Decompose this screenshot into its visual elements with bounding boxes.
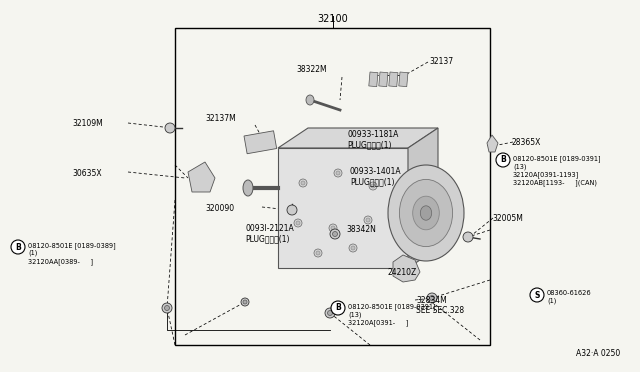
Text: (1): (1) bbox=[28, 250, 37, 257]
Text: B: B bbox=[335, 304, 341, 312]
Text: 320090: 320090 bbox=[205, 204, 234, 213]
Bar bbox=[369, 72, 378, 87]
Ellipse shape bbox=[369, 182, 377, 190]
Polygon shape bbox=[188, 162, 215, 192]
Text: 32100: 32100 bbox=[317, 14, 348, 24]
Text: (1): (1) bbox=[547, 298, 556, 305]
Ellipse shape bbox=[243, 180, 253, 196]
Ellipse shape bbox=[306, 95, 314, 105]
Circle shape bbox=[530, 288, 544, 302]
Text: 32137: 32137 bbox=[429, 57, 453, 66]
Text: 08120-8501E [0189-0389]: 08120-8501E [0189-0389] bbox=[28, 242, 116, 249]
Text: 32834M: 32834M bbox=[416, 296, 447, 305]
Text: 38322M: 38322M bbox=[296, 65, 326, 74]
Ellipse shape bbox=[336, 171, 340, 175]
Ellipse shape bbox=[301, 181, 305, 185]
Text: (13): (13) bbox=[348, 311, 362, 317]
Text: 32120AA[0389-     ]: 32120AA[0389- ] bbox=[28, 258, 93, 265]
Text: S: S bbox=[534, 291, 540, 299]
Text: 32005M: 32005M bbox=[492, 214, 523, 223]
Text: B: B bbox=[15, 243, 21, 251]
Text: SEE SEC.328: SEE SEC.328 bbox=[416, 306, 464, 315]
Text: 32120AB[1193-     ](CAN): 32120AB[1193- ](CAN) bbox=[513, 179, 597, 186]
Circle shape bbox=[287, 205, 297, 215]
Text: 32120A[0391-1193]: 32120A[0391-1193] bbox=[513, 171, 579, 178]
Text: (13): (13) bbox=[513, 163, 527, 170]
Text: 0093l-2121A: 0093l-2121A bbox=[245, 224, 294, 233]
Circle shape bbox=[165, 123, 175, 133]
Text: PLUGプラグ(1): PLUGプラグ(1) bbox=[350, 177, 394, 186]
Text: 28365X: 28365X bbox=[512, 138, 541, 147]
Ellipse shape bbox=[294, 219, 302, 227]
Bar bbox=[399, 72, 408, 87]
Circle shape bbox=[162, 303, 172, 313]
Circle shape bbox=[429, 295, 435, 301]
Ellipse shape bbox=[413, 196, 439, 230]
Polygon shape bbox=[393, 255, 420, 282]
Ellipse shape bbox=[331, 226, 335, 230]
Ellipse shape bbox=[351, 246, 355, 250]
Ellipse shape bbox=[388, 165, 464, 261]
Circle shape bbox=[325, 308, 335, 318]
Circle shape bbox=[241, 298, 249, 306]
Polygon shape bbox=[487, 135, 498, 152]
Text: 24210Z: 24210Z bbox=[388, 268, 417, 277]
Circle shape bbox=[331, 301, 345, 315]
Circle shape bbox=[330, 229, 340, 239]
Text: B: B bbox=[500, 155, 506, 164]
Text: 38342N: 38342N bbox=[346, 225, 376, 234]
Ellipse shape bbox=[371, 184, 375, 188]
Circle shape bbox=[328, 311, 333, 315]
Circle shape bbox=[333, 231, 337, 237]
Text: 00933-1181A: 00933-1181A bbox=[347, 130, 398, 139]
Polygon shape bbox=[278, 148, 408, 268]
Bar bbox=[388, 72, 398, 87]
Circle shape bbox=[496, 153, 510, 167]
Text: A32·A 0250: A32·A 0250 bbox=[576, 349, 620, 358]
Ellipse shape bbox=[334, 169, 342, 177]
Ellipse shape bbox=[296, 221, 300, 225]
Ellipse shape bbox=[420, 206, 432, 220]
Ellipse shape bbox=[364, 216, 372, 224]
Circle shape bbox=[164, 305, 170, 311]
Bar bbox=[244, 131, 276, 154]
Ellipse shape bbox=[329, 224, 337, 232]
Circle shape bbox=[427, 293, 437, 303]
Circle shape bbox=[11, 240, 25, 254]
Text: 08120-8501E [0189-0391]: 08120-8501E [0189-0391] bbox=[348, 303, 436, 310]
Circle shape bbox=[243, 300, 247, 304]
Text: 08120-8501E [0189-0391]: 08120-8501E [0189-0391] bbox=[513, 155, 600, 162]
Ellipse shape bbox=[366, 218, 370, 222]
Bar bbox=[175, 28, 490, 345]
Text: 32120A[0391-     ]: 32120A[0391- ] bbox=[348, 319, 408, 326]
Text: PLUGプラグ(1): PLUGプラグ(1) bbox=[245, 234, 289, 243]
Text: PLUGプラグ(1): PLUGプラグ(1) bbox=[347, 140, 392, 149]
Bar bbox=[379, 72, 388, 87]
Text: 32137M: 32137M bbox=[205, 114, 236, 123]
Ellipse shape bbox=[349, 244, 357, 252]
Ellipse shape bbox=[314, 249, 322, 257]
Ellipse shape bbox=[299, 179, 307, 187]
Polygon shape bbox=[278, 128, 438, 148]
Text: 30635X: 30635X bbox=[72, 169, 102, 178]
Text: 00933-1401A: 00933-1401A bbox=[350, 167, 402, 176]
Ellipse shape bbox=[316, 251, 320, 255]
Text: 32109M: 32109M bbox=[72, 119, 103, 128]
Text: 08360-61626: 08360-61626 bbox=[547, 290, 591, 296]
Polygon shape bbox=[408, 128, 438, 268]
Circle shape bbox=[463, 232, 473, 242]
Ellipse shape bbox=[399, 179, 452, 247]
